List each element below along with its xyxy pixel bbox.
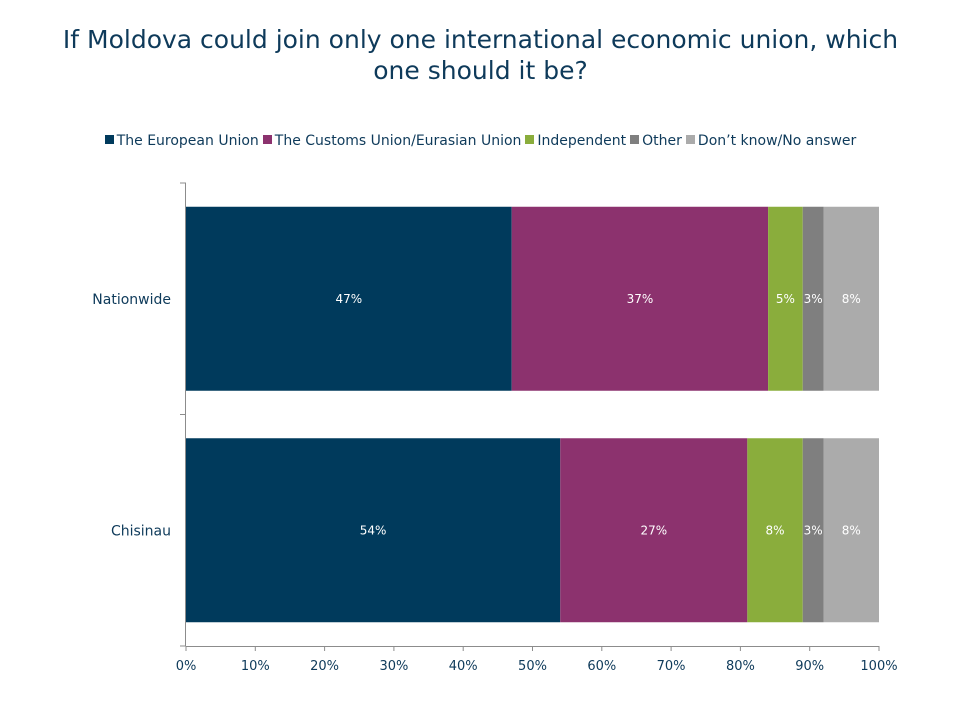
data-label: 3%: [804, 292, 823, 306]
legend-label: The Customs Union/Eurasian Union: [274, 133, 522, 149]
data-label: 3%: [804, 523, 823, 537]
category-label: Chisinau: [111, 523, 171, 539]
bar-segment: [186, 438, 561, 623]
category-label: Nationwide: [92, 292, 171, 308]
legend-swatch: [262, 135, 272, 144]
legend-item: The Customs Union/Eurasian Union: [262, 133, 522, 149]
data-label: 37%: [627, 292, 654, 306]
legend-label: Don’t know/No answer: [697, 133, 857, 149]
chart-title-line-1: If Moldova could join only one internati…: [62, 25, 899, 54]
legend-swatch: [104, 135, 114, 144]
bar-segment: [747, 438, 803, 623]
data-label: 8%: [842, 523, 861, 537]
x-tick-label: 20%: [310, 659, 339, 674]
legend-item: Independent: [525, 133, 626, 149]
x-tick-label: 100%: [860, 659, 897, 674]
legend-item: The European Union: [104, 133, 259, 149]
legend-label: Other: [642, 133, 682, 149]
chart-title-line-2: one should it be?: [373, 56, 588, 85]
bar-segment: [823, 206, 879, 391]
x-tick-label: 0%: [176, 659, 197, 674]
legend-item: Don’t know/No answer: [685, 133, 857, 149]
legend-label: Independent: [537, 133, 627, 149]
data-label: 8%: [766, 523, 785, 537]
legend-item: Other: [630, 133, 682, 149]
x-tick-label: 50%: [518, 659, 547, 674]
legend-swatch: [630, 135, 640, 144]
x-tick-label: 90%: [795, 659, 824, 674]
data-label: 47%: [336, 292, 363, 306]
data-label: 27%: [640, 523, 667, 537]
data-label: 5%: [776, 292, 795, 306]
x-tick-label: 40%: [449, 659, 478, 674]
bar-segment: [511, 206, 769, 391]
bar-segment: [823, 438, 879, 623]
x-tick-label: 30%: [379, 659, 408, 674]
legend-swatch: [525, 135, 535, 144]
bar-segment: [560, 438, 748, 623]
data-label: 54%: [360, 523, 387, 537]
legend-swatch: [685, 135, 695, 144]
x-tick-label: 10%: [241, 659, 270, 674]
bar-segment: [768, 206, 803, 391]
legend-label: The European Union: [116, 133, 259, 149]
bar-segment: [186, 206, 512, 391]
x-tick-label: 70%: [657, 659, 686, 674]
chart-title: If Moldova could join only one internati…: [0, 24, 961, 86]
bar-segment: [802, 206, 824, 391]
bar-segment: [802, 438, 824, 623]
data-label: 8%: [842, 292, 861, 306]
x-tick-label: 60%: [587, 659, 616, 674]
chart-legend: The European Union The Customs Union/Eura…: [0, 133, 961, 149]
x-tick-label: 80%: [726, 659, 755, 674]
